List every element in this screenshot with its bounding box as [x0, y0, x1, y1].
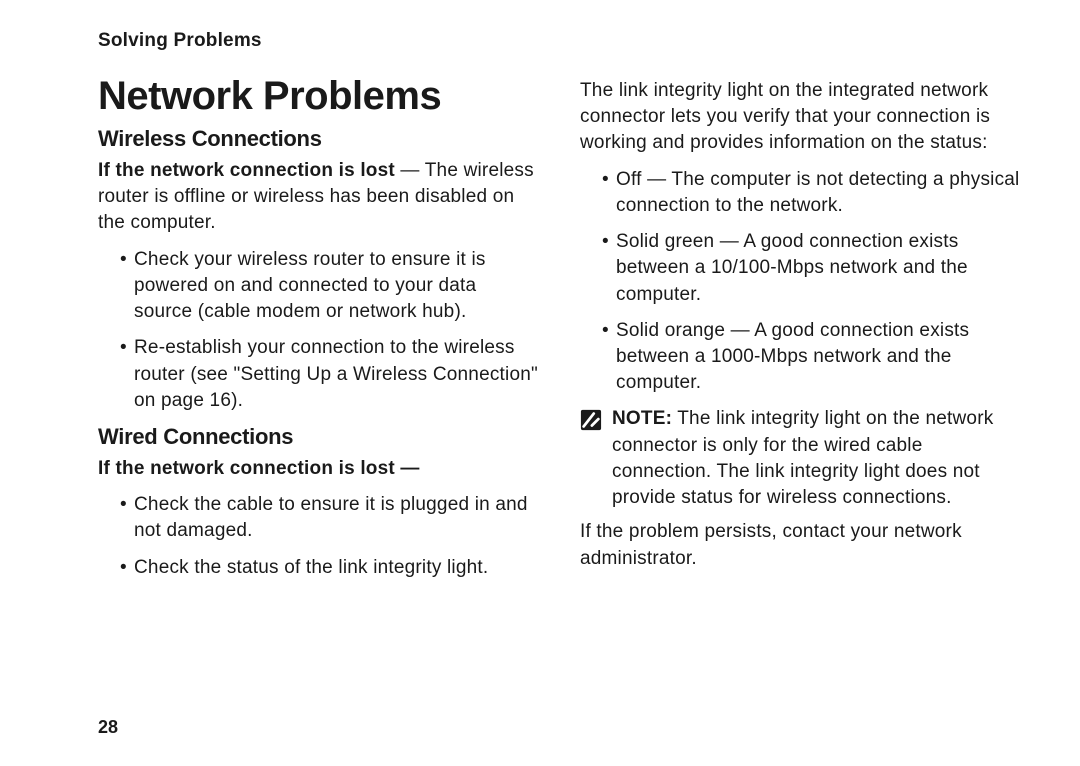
wireless-lead: If the network connection is lost — The … [98, 158, 538, 237]
list-item: Check the status of the link integrity l… [120, 555, 538, 581]
link-light-intro: The link integrity light on the integrat… [580, 78, 1020, 157]
list-item: Solid green — A good connection exists b… [602, 229, 1020, 308]
link-light-bullets: Off — The computer is not detecting a ph… [580, 167, 1020, 397]
list-item: Re-establish your connection to the wire… [120, 335, 538, 414]
right-column: The link integrity light on the integrat… [580, 74, 1020, 707]
note-text: NOTE: The link integrity light on the ne… [612, 406, 1020, 511]
page-number: 28 [98, 707, 1020, 738]
wired-heading: Wired Connections [98, 424, 538, 450]
left-column: Network Problems Wireless Connections If… [98, 74, 538, 707]
two-column-layout: Network Problems Wireless Connections If… [98, 74, 1020, 707]
list-item: Check the cable to ensure it is plugged … [120, 492, 538, 544]
list-item: Solid orange — A good connection exists … [602, 318, 1020, 397]
list-item: Check your wireless router to ensure it … [120, 247, 538, 326]
running-head: Solving Problems [98, 30, 1020, 52]
note-block: NOTE: The link integrity light on the ne… [580, 406, 1020, 511]
wired-lead: If the network connection is lost — [98, 456, 538, 482]
note-label: NOTE: [612, 408, 672, 429]
wireless-lead-bold: If the network connection is lost [98, 160, 395, 181]
list-item: Off — The computer is not detecting a ph… [602, 167, 1020, 219]
wireless-heading: Wireless Connections [98, 126, 538, 152]
manual-page: Solving Problems Network Problems Wirele… [0, 0, 1080, 766]
wireless-lead-dash: — [395, 160, 425, 181]
wired-lead-bold: If the network connection is lost — [98, 458, 420, 479]
wireless-bullets: Check your wireless router to ensure it … [98, 247, 538, 414]
outro: If the problem persists, contact your ne… [580, 519, 1020, 571]
section-title: Network Problems [98, 74, 538, 118]
note-icon [580, 409, 602, 431]
wired-bullets: Check the cable to ensure it is plugged … [98, 492, 538, 581]
